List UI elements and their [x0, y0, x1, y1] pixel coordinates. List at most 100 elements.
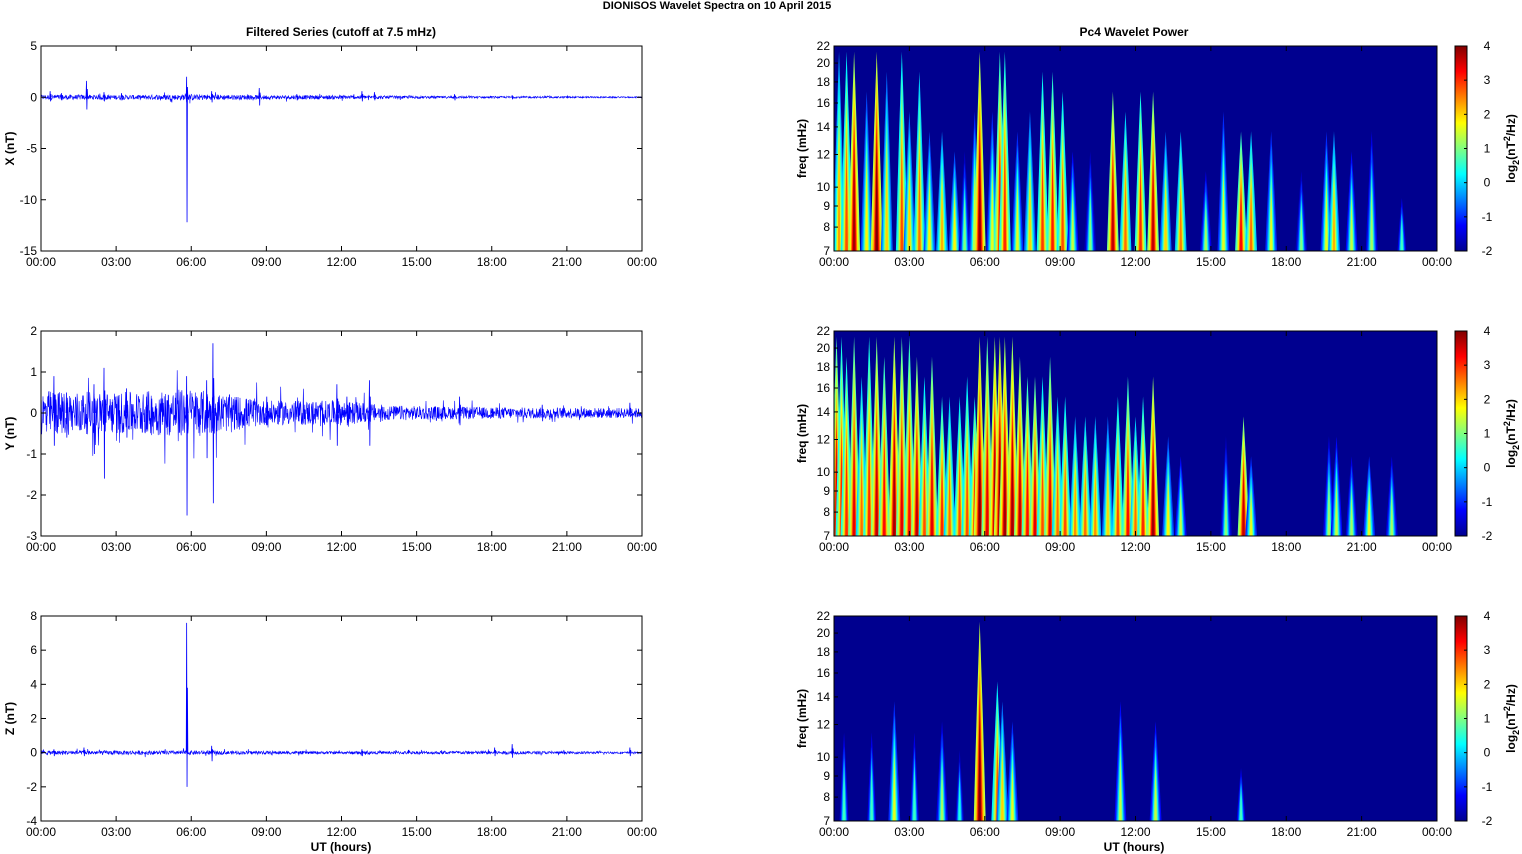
x-wavelet-power-mark	[1269, 185, 1273, 251]
z-wavelet-power-mark	[1011, 766, 1014, 821]
y-series-xtick-label: 00:00	[627, 540, 657, 554]
right-xlabel: UT (hours)	[1104, 840, 1165, 854]
x-wavelet-power-mark	[845, 141, 848, 251]
z-wavelet-ytick-label: 8	[823, 790, 830, 804]
y-wavelet-power-mark	[908, 426, 911, 536]
x-wavelet-ytick-label: 18	[817, 75, 831, 89]
z-wavelet-ytick-label: 22	[817, 609, 831, 623]
z-wavelet-background	[834, 616, 1437, 821]
z-series-xtick-label: 09:00	[251, 825, 281, 839]
z-wavelet-xtick-label: 12:00	[1120, 825, 1150, 839]
x-series-spike	[453, 94, 457, 101]
y-wavelet-power-mark	[852, 426, 856, 536]
y-wavelet-xtick-label: 03:00	[894, 540, 924, 554]
x-series-trace	[40, 92, 643, 104]
z-wavelet-xtick-label: 09:00	[1045, 825, 1075, 839]
x-wavelet-power-mark	[875, 141, 878, 251]
y-wavelet-power-mark	[958, 459, 961, 536]
z-wavelet-ytick-label: 10	[817, 750, 831, 764]
z-wavelet-power-mark	[1119, 755, 1122, 821]
z-wavelet-ylabel: freq (mHz)	[795, 689, 809, 748]
y-series-spike	[212, 343, 215, 504]
y-wavelet-colorbar-tick-label: -2	[1482, 529, 1493, 543]
z-series-xtick-label: 18:00	[477, 825, 507, 839]
z-wavelet-colorbar-tick-label: 2	[1484, 677, 1491, 691]
x-series-spike	[49, 91, 52, 102]
y-wavelet-power-mark	[1179, 492, 1182, 536]
z-series-xtick-label: 00:00	[26, 825, 56, 839]
z-wavelet-colorbar-tick-label: -2	[1482, 814, 1493, 828]
x-wavelet-power-mark	[1151, 163, 1155, 251]
y-series-xtick-label: 18:00	[477, 540, 507, 554]
y-series-xtick-label: 21:00	[552, 540, 582, 554]
y-wavelet-ytick-label: 22	[817, 324, 831, 338]
y-wavelet-xtick-label: 12:00	[1120, 540, 1150, 554]
left-column-title: Filtered Series (cutoff at 7.5 mHz)	[246, 25, 436, 39]
y-series-ytick-label: 1	[30, 365, 37, 379]
y-wavelet-colorbar-tick-label: 2	[1484, 392, 1491, 406]
x-wavelet-ytick-label: 10	[817, 180, 831, 194]
z-wavelet-ytick-label: 16	[817, 666, 831, 680]
z-series-ylabel: Z (nT)	[3, 702, 17, 735]
z-wavelet-xtick-label: 00:00	[819, 825, 849, 839]
x-wavelet-xtick-label: 12:00	[1120, 255, 1150, 269]
y-wavelet-xtick-label: 00:00	[819, 540, 849, 554]
x-wavelet-ytick-label: 7	[823, 244, 830, 258]
z-series-ytick-label: 8	[30, 609, 37, 623]
y-wavelet-power-mark	[1018, 437, 1022, 536]
z-series-spike	[629, 747, 632, 757]
y-series-spike	[265, 396, 269, 426]
x-series-spike	[566, 94, 569, 99]
z-wavelet-ytick-label: 7	[823, 814, 830, 828]
x-wavelet-colorbar-label: log2(nT2/Hz)	[1502, 114, 1521, 183]
x-wavelet-xtick-label: 03:00	[894, 255, 924, 269]
x-wavelet-power-mark	[978, 141, 982, 251]
z-series-ytick-label: 0	[30, 746, 37, 760]
x-wavelet-ytick-label: 12	[817, 148, 831, 162]
x-series-xtick-label: 06:00	[176, 255, 206, 269]
y-wavelet-power-mark	[1367, 492, 1371, 536]
z-wavelet-power-mark	[940, 766, 944, 821]
y-wavelet-ytick-label: 16	[817, 381, 831, 395]
y-series-xtick-label: 09:00	[251, 540, 281, 554]
y-wavelet-colorbar-tick-label: 3	[1484, 358, 1491, 372]
x-wavelet-colorbar-tick-label: 2	[1484, 107, 1491, 121]
z-wavelet-power-mark	[958, 777, 961, 821]
x-series-spike	[60, 93, 64, 101]
x-series-xtick-label: 18:00	[477, 255, 507, 269]
z-wavelet-xtick-label: 18:00	[1271, 825, 1301, 839]
y-wavelet-xtick-label: 18:00	[1271, 540, 1301, 554]
y-wavelet-power-mark	[1063, 459, 1067, 536]
y-series-spike	[491, 408, 494, 418]
x-wavelet-power-mark	[1124, 174, 1127, 251]
y-wavelet-power-mark	[1003, 426, 1007, 536]
y-series-spike	[145, 396, 149, 430]
x-wavelet-colorbar-tick-label: 4	[1484, 39, 1491, 53]
y-series-ylabel: Y (nT)	[3, 417, 17, 451]
x-wavelet-power-mark	[1332, 185, 1336, 251]
x-series-ytick-label: -5	[26, 142, 37, 156]
y-wavelet-power-mark	[1166, 481, 1170, 536]
z-series-plot-area	[41, 616, 642, 821]
x-wavelet-ytick-label: 8	[823, 220, 830, 234]
x-wavelet-power-mark	[1003, 141, 1007, 251]
x-series-ylabel: X (nT)	[3, 132, 17, 166]
x-series-xtick-label: 12:00	[326, 255, 356, 269]
y-wavelet-power-marks	[834, 336, 1398, 536]
z-wavelet-power-mark	[893, 755, 896, 821]
x-series-ytick-label: -15	[20, 244, 38, 258]
z-series-xtick-label: 21:00	[552, 825, 582, 839]
z-wavelet-xtick-label: 06:00	[970, 825, 1000, 839]
y-wavelet-power-mark	[1026, 448, 1029, 536]
z-wavelet-colorbar-tick-label: 1	[1484, 712, 1491, 726]
y-series-spike	[93, 384, 96, 455]
x-wavelet-power-mark	[1300, 207, 1303, 251]
y-wavelet-power-mark	[1011, 426, 1014, 536]
z-series-ytick-label: 2	[30, 712, 37, 726]
z-wavelet-power-mark	[913, 766, 916, 821]
x-series-xtick-label: 00:00	[627, 255, 657, 269]
x-wavelet-power-mark	[852, 141, 856, 251]
z-series-ytick-label: 6	[30, 643, 37, 657]
x-series-spike	[296, 94, 299, 101]
y-wavelet-power-mark	[965, 448, 969, 536]
